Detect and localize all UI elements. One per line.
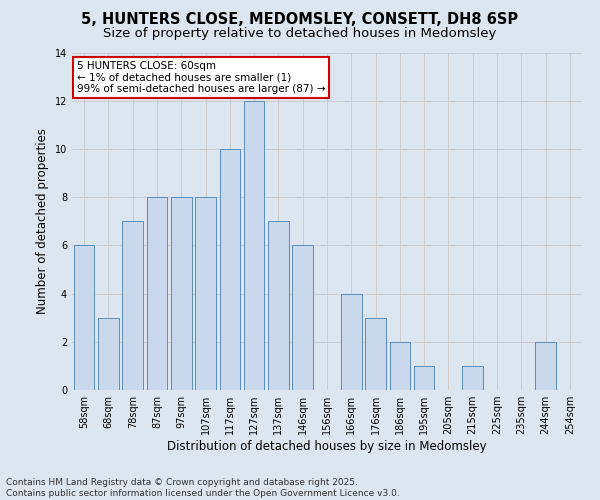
Text: 5 HUNTERS CLOSE: 60sqm
← 1% of detached houses are smaller (1)
99% of semi-detac: 5 HUNTERS CLOSE: 60sqm ← 1% of detached … [77, 61, 326, 94]
Bar [146, 197, 167, 390]
Bar [74, 246, 94, 390]
Bar [268, 222, 289, 390]
Bar [195, 197, 216, 390]
Text: 5, HUNTERS CLOSE, MEDOMSLEY, CONSETT, DH8 6SP: 5, HUNTERS CLOSE, MEDOMSLEY, CONSETT, DH… [82, 12, 518, 28]
Bar [171, 197, 191, 390]
Bar [244, 100, 265, 390]
Bar [535, 342, 556, 390]
Text: Size of property relative to detached houses in Medomsley: Size of property relative to detached ho… [103, 28, 497, 40]
Bar [220, 149, 240, 390]
X-axis label: Distribution of detached houses by size in Medomsley: Distribution of detached houses by size … [167, 440, 487, 453]
Bar [414, 366, 434, 390]
Bar [292, 246, 313, 390]
Bar [341, 294, 362, 390]
Text: Contains HM Land Registry data © Crown copyright and database right 2025.
Contai: Contains HM Land Registry data © Crown c… [6, 478, 400, 498]
Bar [389, 342, 410, 390]
Y-axis label: Number of detached properties: Number of detached properties [36, 128, 49, 314]
Bar [365, 318, 386, 390]
Bar [122, 222, 143, 390]
Bar [463, 366, 483, 390]
Bar [98, 318, 119, 390]
